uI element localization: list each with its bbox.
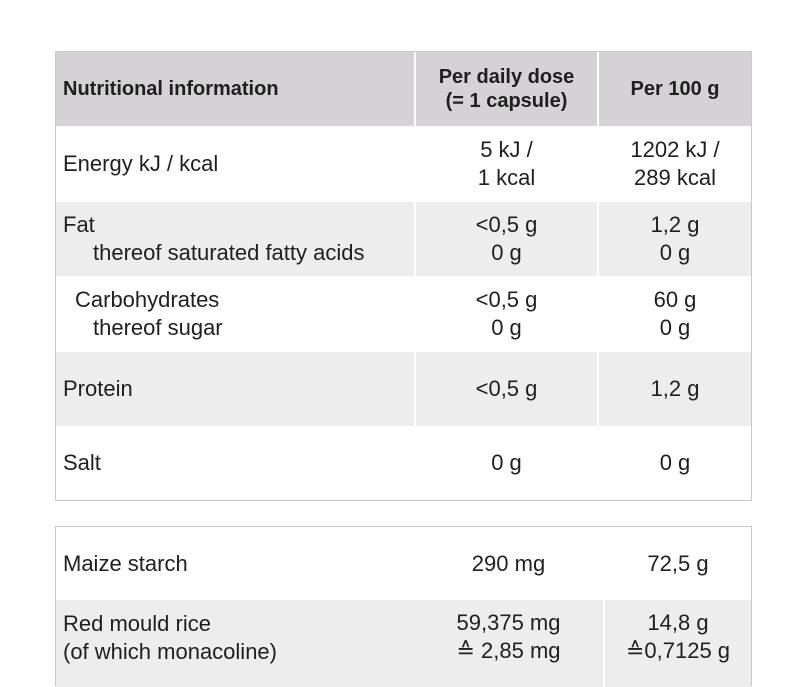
carbs-per100: 60 g <box>653 287 697 312</box>
header-per100-label: Per 100 g <box>630 78 720 100</box>
table-header-row: Nutritional information Per daily dose (… <box>56 52 751 126</box>
header-dose-line2: (= 1 capsule) <box>445 90 568 112</box>
salt-per100-cell: 0 g <box>597 426 751 500</box>
maize-per100: 72,5 g <box>647 550 709 576</box>
saturated-per100: 0 g <box>659 240 691 265</box>
sugar-label: thereof sugar <box>93 315 223 340</box>
energy-label: Energy kJ / kcal <box>63 151 219 176</box>
energy-per100-kcal: 289 kcal <box>634 165 716 190</box>
salt-per100: 0 g <box>659 450 691 475</box>
fat-label: Fat <box>63 212 95 237</box>
header-per-100g: Per 100 g <box>597 52 751 126</box>
energy-dose-cell: 5 kJ / 1 kcal <box>414 126 597 202</box>
protein-per100: 1,2 g <box>650 376 700 401</box>
red-rice-per100: 14,8 g <box>647 610 709 635</box>
red-mould-rice-label: Red mould rice <box>63 611 211 636</box>
monacoline-dose: ≙ 2,85 mg <box>456 638 561 663</box>
maize-per100-cell: 72,5 g <box>603 527 751 600</box>
energy-dose-kcal: 1 kcal <box>477 165 536 190</box>
monacoline-label: (of which monacoline) <box>63 639 277 664</box>
table-row-red-mould-rice: Red mould rice (of which monacoline) 59,… <box>56 600 751 687</box>
header-label: Nutritional information <box>63 78 279 100</box>
ingredients-table: Maize starch 290 mg 72,5 g Red mould ric… <box>55 526 752 687</box>
sugar-dose: 0 g <box>491 315 522 340</box>
table-row-energy: Energy kJ / kcal 5 kJ / 1 kcal 1202 kJ /… <box>56 126 751 202</box>
energy-label-cell: Energy kJ / kcal <box>56 126 414 202</box>
header-per-daily-dose: Per daily dose (= 1 capsule) <box>414 52 597 126</box>
carbohydrates-label: Carbohydrates <box>75 287 220 312</box>
salt-label-cell: Salt <box>56 426 414 500</box>
nutrition-table: Nutritional information Per daily dose (… <box>55 51 752 501</box>
protein-per100-cell: 1,2 g <box>597 352 751 426</box>
salt-dose-cell: 0 g <box>414 426 597 500</box>
fat-dose-cell: <0,5 g 0 g <box>414 202 597 276</box>
header-dose-line1: Per daily dose <box>438 66 575 88</box>
salt-dose: 0 g <box>491 450 522 475</box>
table-row-protein: Protein <0,5 g 1,2 g <box>56 352 751 426</box>
red-rice-per100-cell: 14,8 g ≙0,7125 g <box>603 600 751 687</box>
red-rice-dose: 59,375 mg <box>456 610 561 635</box>
fat-dose: <0,5 g <box>475 212 538 237</box>
red-rice-label-cell: Red mould rice (of which monacoline) <box>56 600 414 687</box>
carbs-label-cell: Carbohydrates thereof sugar <box>56 276 414 352</box>
salt-label: Salt <box>63 450 101 475</box>
carbs-dose-cell: <0,5 g 0 g <box>414 276 597 352</box>
maize-dose-cell: 290 mg <box>414 527 603 600</box>
sugar-per100: 0 g <box>659 315 691 340</box>
table-row-carbohydrates: Carbohydrates thereof sugar <0,5 g 0 g 6… <box>56 276 751 352</box>
carbs-dose: <0,5 g <box>475 287 538 312</box>
protein-dose-cell: <0,5 g <box>414 352 597 426</box>
energy-per100-kj: 1202 kJ / <box>630 137 720 162</box>
table-row-fat: Fat thereof saturated fatty acids <0,5 g… <box>56 202 751 276</box>
saturated-fatty-acids-label: thereof saturated fatty acids <box>93 240 365 265</box>
maize-dose: 290 mg <box>471 550 546 576</box>
energy-dose-kj: 5 kJ / <box>480 137 533 162</box>
maize-label-cell: Maize starch <box>56 527 414 600</box>
red-rice-dose-cell: 59,375 mg ≙ 2,85 mg <box>414 600 603 687</box>
header-nutritional-information: Nutritional information <box>56 52 414 126</box>
table-row-maize-starch: Maize starch 290 mg 72,5 g <box>56 527 751 600</box>
fat-per100-cell: 1,2 g 0 g <box>597 202 751 276</box>
carbs-per100-cell: 60 g 0 g <box>597 276 751 352</box>
monacoline-per100: ≙0,7125 g <box>625 638 731 663</box>
saturated-dose: 0 g <box>491 240 522 265</box>
energy-per100-cell: 1202 kJ / 289 kcal <box>597 126 751 202</box>
protein-dose: <0,5 g <box>475 376 538 401</box>
protein-label: Protein <box>63 376 133 401</box>
protein-label-cell: Protein <box>56 352 414 426</box>
fat-label-cell: Fat thereof saturated fatty acids <box>56 202 414 276</box>
maize-starch-label: Maize starch <box>63 550 188 576</box>
fat-per100: 1,2 g <box>650 212 700 237</box>
table-row-salt: Salt 0 g 0 g <box>56 426 751 500</box>
